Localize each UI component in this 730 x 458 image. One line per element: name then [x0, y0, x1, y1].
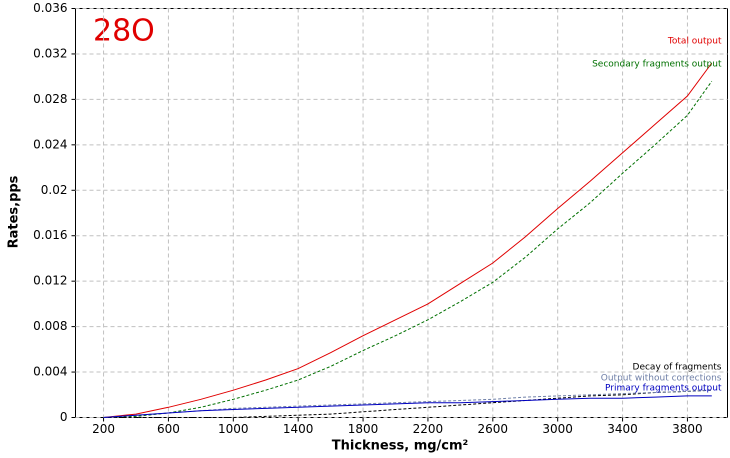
x-tick-label: 3000 — [542, 422, 573, 436]
x-axis-label: Thickness, mg/cm² — [332, 439, 469, 454]
series-line — [103, 395, 712, 418]
y-tick-label: 0.032 — [33, 46, 67, 60]
legend-label: Total output — [667, 37, 722, 47]
y-tick-label: 0.012 — [33, 274, 67, 288]
y-tick-label: 0 — [60, 410, 68, 424]
x-tick-label: 2600 — [478, 422, 509, 436]
plot-frame — [75, 8, 728, 418]
x-tick-label: 3400 — [607, 422, 638, 436]
x-tick-label: 1000 — [218, 422, 249, 436]
x-tick-label: 1400 — [283, 422, 314, 436]
legend-label: Output without corrections — [601, 374, 722, 384]
y-tick-label: 0.02 — [41, 183, 68, 197]
series-line — [103, 389, 712, 418]
y-tick-label: 0.016 — [33, 228, 67, 242]
x-tick-label: 2200 — [413, 422, 444, 436]
x-tick-label: 600 — [157, 422, 180, 436]
y-tick-label: 0.008 — [33, 319, 67, 333]
y-tick-label: 0.004 — [33, 365, 67, 379]
y-tick-label: 0.036 — [33, 1, 67, 15]
annotation: 28O — [93, 14, 155, 49]
y-axis-label: Rates,pps — [7, 175, 22, 248]
legend-label: Decay of fragments — [633, 363, 722, 373]
x-tick-label: 200 — [92, 422, 115, 436]
legend-label: Primary fragments output — [605, 384, 722, 394]
y-tick-label: 0.024 — [33, 137, 67, 151]
x-tick-label: 3800 — [672, 422, 703, 436]
series-line — [103, 62, 713, 418]
x-tick-label: 1800 — [348, 422, 379, 436]
y-tick-label: 0.028 — [33, 92, 67, 106]
legend-label: Secondary fragments output — [592, 60, 722, 70]
